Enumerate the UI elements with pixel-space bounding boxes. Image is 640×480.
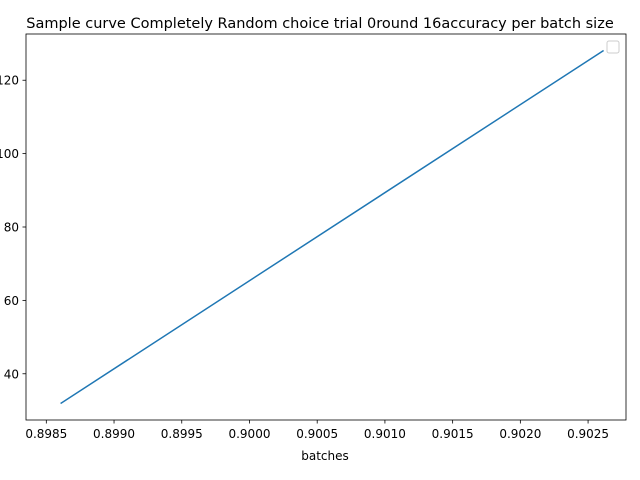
chart-title: Sample curve Completely Random choice tr…	[26, 16, 614, 32]
x-tick-label: 0.9020	[499, 427, 541, 441]
x-tick-label: 0.8990	[93, 427, 135, 441]
x-tick-label: 0.9025	[567, 427, 609, 441]
y-tick-label: 100	[0, 147, 19, 161]
x-tick-label: 0.8985	[25, 427, 67, 441]
x-tick-label: 0.9010	[364, 427, 406, 441]
x-tick-label: 0.9005	[296, 427, 338, 441]
x-tick-label: 0.9015	[432, 427, 474, 441]
y-tick-label: 40	[4, 367, 19, 381]
x-axis-label: batches	[301, 449, 349, 463]
y-tick-label: 80	[4, 221, 19, 235]
x-tick-label: 0.9000	[228, 427, 270, 441]
series-line-0	[60, 49, 605, 405]
y-tick-label: 60	[4, 294, 19, 308]
legend-box	[606, 40, 620, 54]
x-tick-label: 0.8995	[161, 427, 203, 441]
y-tick-label: 120	[0, 74, 19, 88]
plot-area: 0.8985 0.8990 0.8995 0.9000 0.9005 0.9010 0.90…	[0, 33, 627, 441]
